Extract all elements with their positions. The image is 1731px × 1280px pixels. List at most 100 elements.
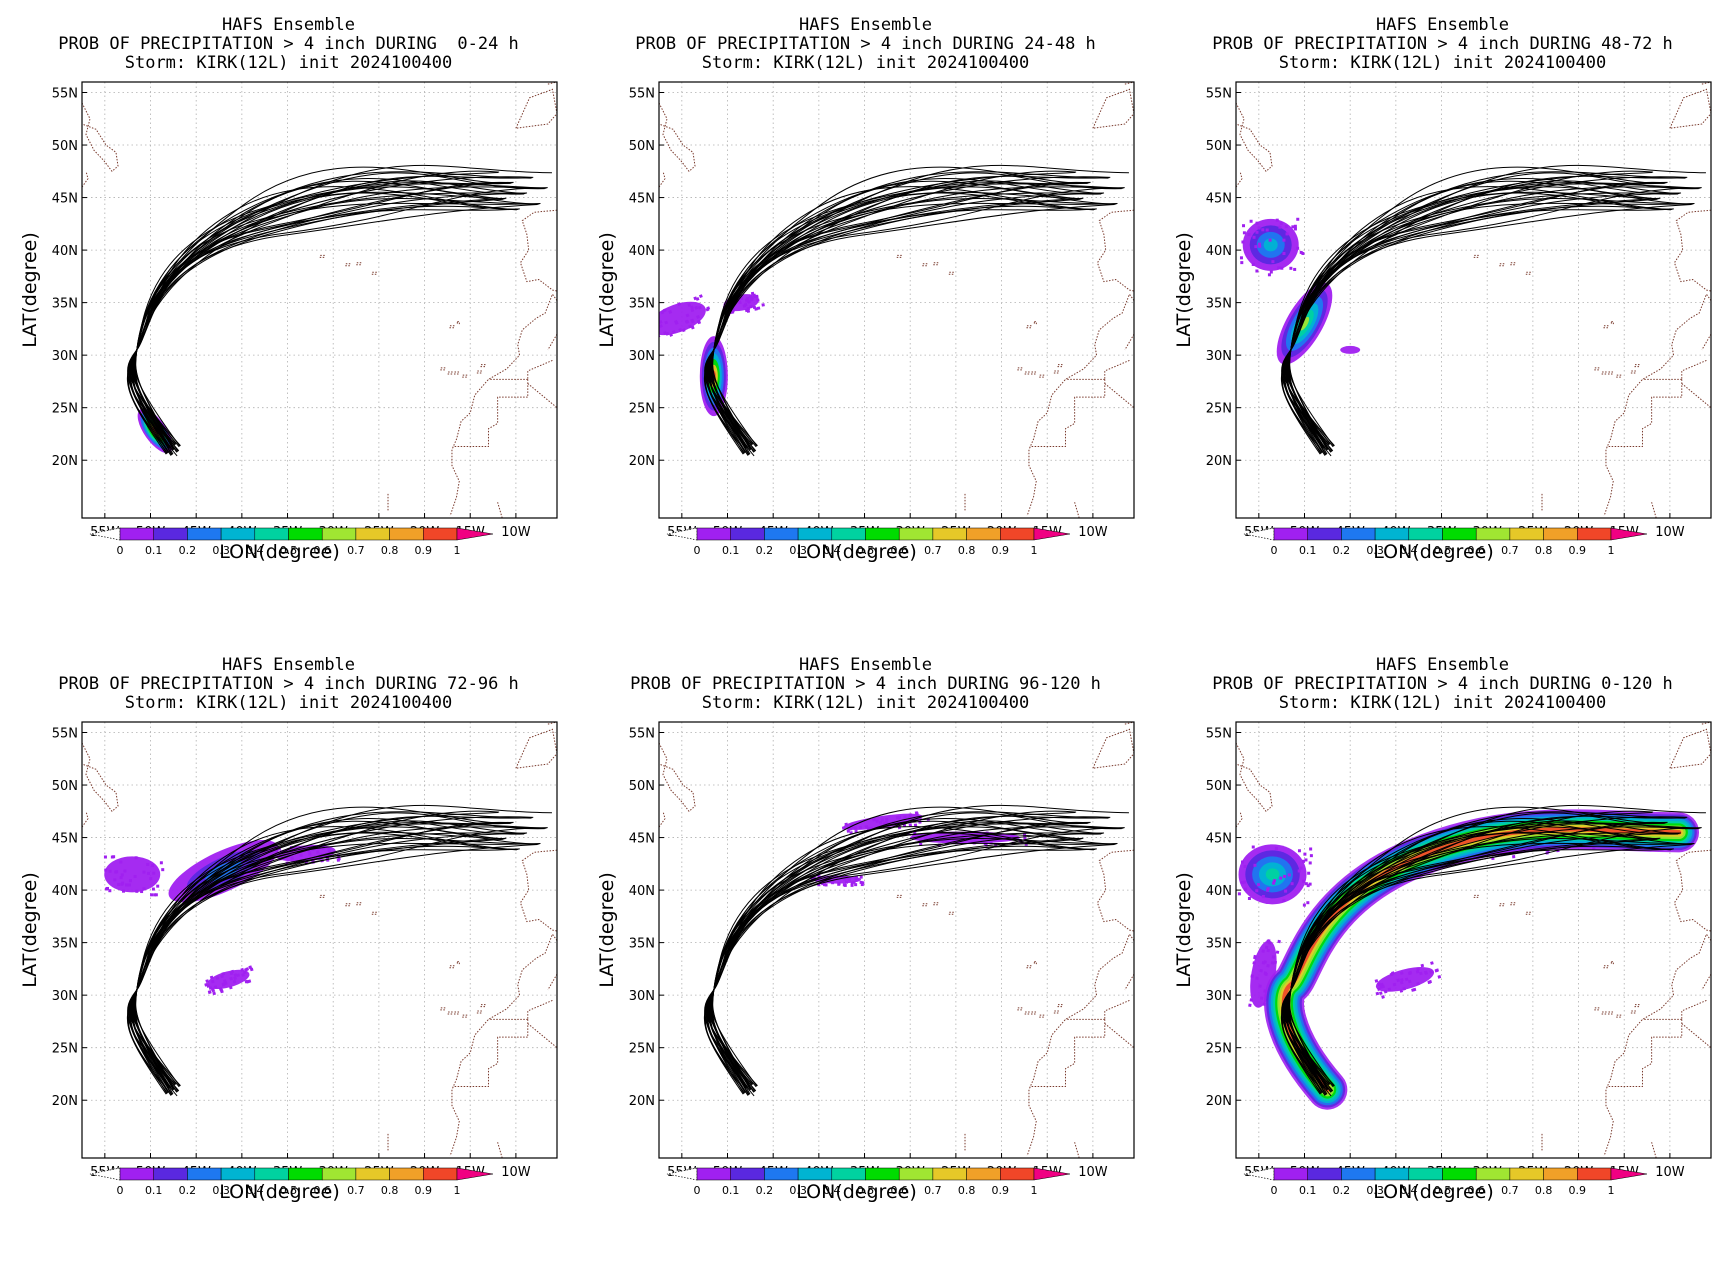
colorbar-tick-label: 0.7 bbox=[1501, 544, 1519, 557]
colorbar-box bbox=[764, 527, 799, 541]
storm-track bbox=[703, 844, 1115, 1095]
colorbar-box bbox=[797, 527, 833, 541]
y-tick-label: 55N bbox=[1206, 87, 1232, 102]
storm-track bbox=[1288, 818, 1679, 1091]
colorbar-tick-label: 0.1 bbox=[145, 1184, 163, 1197]
colorbar-tick-label: 1 bbox=[1608, 1184, 1615, 1197]
storm-track bbox=[1285, 832, 1673, 1092]
colorbar-tick-label: 1 bbox=[1031, 1184, 1038, 1197]
y-tick-label: 35N bbox=[52, 297, 78, 312]
storm-track bbox=[131, 198, 504, 453]
panel-48-72h: HAFS Ensemble PROB OF PRECIPITATION > 4 … bbox=[1154, 0, 1731, 640]
y-tick-label: 30N bbox=[52, 349, 78, 364]
colorbar-box bbox=[865, 527, 900, 541]
coastline bbox=[659, 722, 1134, 1158]
colorbar-tick-label: 0.1 bbox=[1299, 1184, 1317, 1197]
storm-track bbox=[704, 826, 1095, 1095]
colorbar: 0 0.1 0.2 0.3 0.4 0.5 0.6 0.7 0.8 0.9 1 bbox=[89, 1167, 494, 1197]
precip-area bbox=[659, 294, 711, 338]
colorbar-box bbox=[119, 527, 154, 541]
colorbar-tick-label: 0.8 bbox=[958, 544, 976, 557]
storm-track bbox=[1282, 182, 1666, 445]
y-tick-label: 55N bbox=[629, 87, 655, 102]
storm-track bbox=[707, 202, 1118, 448]
storm-track bbox=[710, 166, 1088, 448]
y-tick-label: 35N bbox=[1206, 297, 1232, 312]
storm-track bbox=[128, 822, 512, 1085]
storm-track bbox=[131, 170, 500, 452]
colorbar-over-triangle bbox=[1610, 527, 1648, 541]
axes: 55W50W45W40W35W30W25W20W15W10W55N50N45N4… bbox=[1173, 87, 1685, 563]
colorbar-box bbox=[153, 527, 188, 541]
colorbar-tick-label: 0 bbox=[117, 544, 124, 557]
colorbar-tick-label: 0.4 bbox=[1400, 1184, 1418, 1197]
y-tick-label: 50N bbox=[1206, 139, 1232, 154]
storm-track bbox=[704, 821, 1091, 1093]
colorbar-box bbox=[187, 527, 222, 541]
storm-track bbox=[709, 181, 1090, 455]
colorbar-box bbox=[389, 527, 424, 541]
y-tick-label: 30N bbox=[1206, 989, 1232, 1004]
colorbar-tick-label: 0.7 bbox=[347, 544, 365, 557]
colorbar-box bbox=[932, 527, 967, 541]
coastline bbox=[659, 82, 1134, 518]
storm-track bbox=[1281, 186, 1672, 455]
storm-track bbox=[1283, 812, 1699, 1089]
colorbar-box bbox=[1374, 1167, 1410, 1181]
y-tick-label: 25N bbox=[629, 1042, 655, 1057]
colorbar-box bbox=[1000, 1167, 1035, 1181]
colorbar-box bbox=[1273, 527, 1308, 541]
storm-track bbox=[709, 845, 1094, 1084]
storm-track bbox=[129, 826, 547, 1085]
storm-track bbox=[1282, 822, 1666, 1085]
colorbar-box bbox=[288, 1167, 323, 1181]
storm-track bbox=[127, 181, 514, 453]
colorbar-tick-label: 0.9 bbox=[992, 1184, 1010, 1197]
x-axis-label: LON(degree) bbox=[796, 541, 917, 563]
colorbar-tick-label: 0.2 bbox=[1333, 544, 1351, 557]
map-area bbox=[1236, 722, 1711, 1158]
colorbar-tick-label: 0.6 bbox=[1467, 1184, 1485, 1197]
colorbar-box bbox=[1341, 527, 1376, 541]
colorbar-tick-label: 0.8 bbox=[1535, 544, 1553, 557]
storm-track bbox=[706, 172, 1122, 449]
y-tick-label: 55N bbox=[52, 87, 78, 102]
storm-track bbox=[1286, 205, 1671, 444]
colorbar-tick-label: 0.2 bbox=[179, 1184, 197, 1197]
storm-track bbox=[1288, 186, 1659, 451]
storm-track bbox=[1286, 845, 1671, 1084]
colorbar-tick-label: 0.7 bbox=[1501, 1184, 1519, 1197]
y-tick-label: 40N bbox=[1206, 884, 1232, 899]
colorbar-box bbox=[1408, 1167, 1443, 1181]
y-tick-label: 40N bbox=[52, 884, 78, 899]
colorbar-tick-label: 1 bbox=[1031, 544, 1038, 557]
storm-track bbox=[1285, 192, 1673, 452]
y-tick-label: 30N bbox=[629, 349, 655, 364]
storm-track bbox=[705, 822, 1089, 1085]
storm-track bbox=[709, 821, 1090, 1095]
colorbar-tick-label: 0.8 bbox=[1535, 1184, 1553, 1197]
colorbar-tick-label: 0.9 bbox=[992, 544, 1010, 557]
ensemble-tracks bbox=[1280, 164, 1706, 457]
storm-track bbox=[710, 837, 1084, 1086]
map-plot: 55W50W45W40W35W30W25W20W15W10W55N50N45N4… bbox=[19, 721, 558, 1203]
colorbar-box bbox=[1408, 527, 1443, 541]
storm-track bbox=[1285, 838, 1658, 1093]
colorbar-box bbox=[1442, 1167, 1477, 1181]
storm-track bbox=[1283, 186, 1701, 445]
axes: 55W50W45W40W35W30W25W20W15W10W55N50N45N4… bbox=[19, 727, 531, 1203]
colorbar-tick-label: 0.5 bbox=[857, 544, 875, 557]
colorbar-tick-label: 0.7 bbox=[924, 544, 942, 557]
storm-track bbox=[129, 812, 545, 1089]
colorbar-tick-label: 0.7 bbox=[924, 1184, 942, 1197]
y-tick-label: 30N bbox=[1206, 349, 1232, 364]
y-tick-label: 55N bbox=[629, 727, 655, 742]
colorbar-box bbox=[220, 527, 256, 541]
y-tick-label: 25N bbox=[52, 1042, 78, 1057]
colorbar-box bbox=[187, 1167, 222, 1181]
storm-track bbox=[129, 186, 547, 445]
panel-title: PROB OF PRECIPITATION > 4 inch DURING 72… bbox=[58, 674, 519, 694]
storm-track bbox=[127, 826, 518, 1095]
colorbar-tick-label: 0.6 bbox=[313, 1184, 331, 1197]
